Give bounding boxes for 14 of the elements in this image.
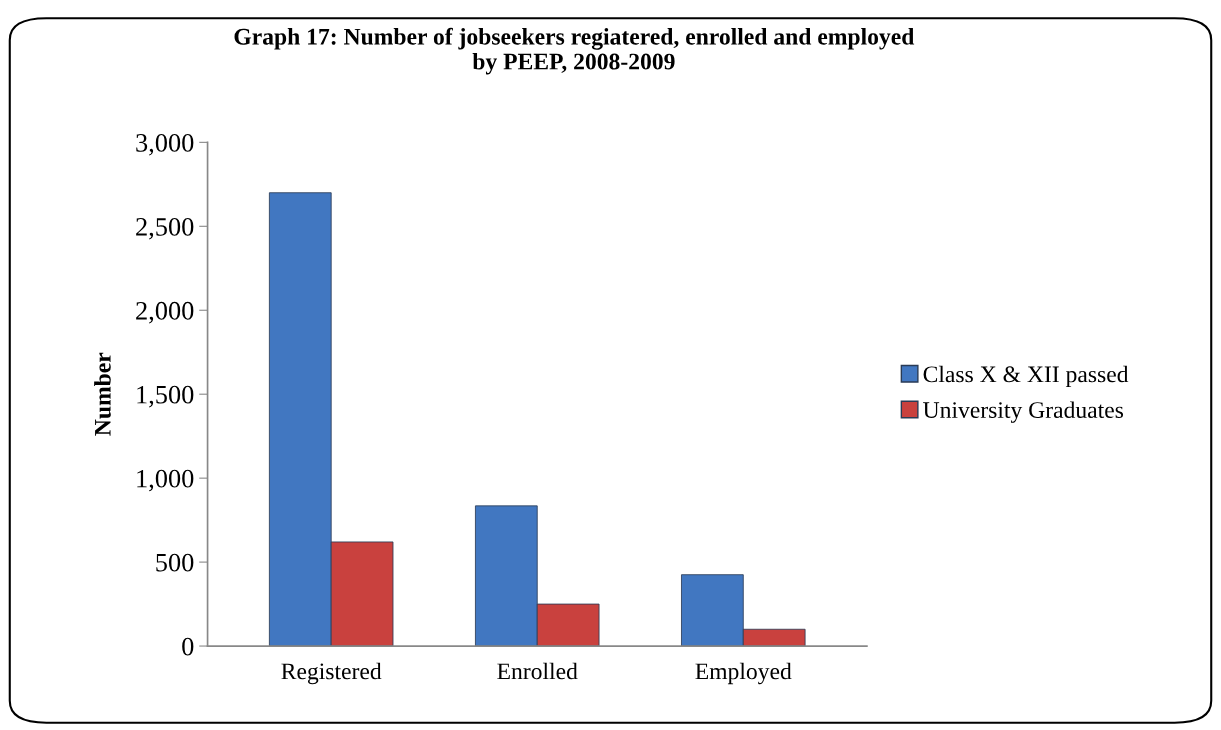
y-tick-label: 3,000: [136, 133, 194, 156]
legend-label: Class X & XII passed: [923, 365, 1129, 388]
y-tick-label: 1,500: [137, 385, 194, 408]
x-tick-label: Registered: [281, 662, 382, 685]
y-tick-label: 2,500: [136, 217, 194, 240]
chart-title: Graph 17: Number of jobseekers regiatered, enrolled and employed by PEEP, 2008-2009: [234, 27, 915, 75]
y-axis-title: Number: [94, 352, 111, 436]
y-tick-label: 500: [156, 553, 194, 572]
y-tick-label: 0: [182, 637, 194, 656]
y-tick-label: 1,000: [137, 469, 194, 492]
x-tick-label: Employed: [695, 662, 792, 685]
legend-label: University Graduates: [923, 401, 1124, 423]
x-tick-label: Enrolled: [497, 662, 578, 680]
y-tick-label: 2,000: [136, 301, 194, 324]
